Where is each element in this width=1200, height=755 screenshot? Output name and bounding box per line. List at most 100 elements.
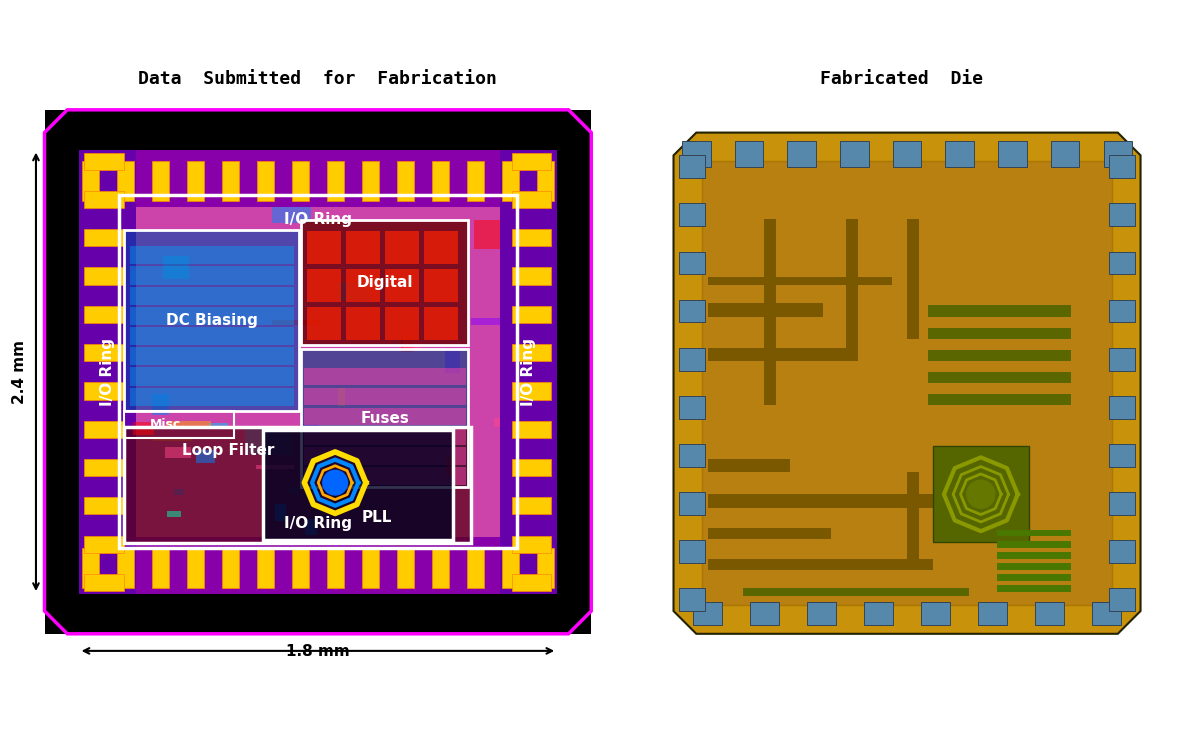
Bar xyxy=(864,602,893,625)
Bar xyxy=(84,459,125,476)
Bar xyxy=(263,430,454,540)
Bar xyxy=(397,548,414,588)
Bar xyxy=(163,256,190,279)
Bar xyxy=(326,161,344,201)
Text: I/O Ring: I/O Ring xyxy=(521,337,536,405)
Bar xyxy=(494,418,500,427)
Bar xyxy=(151,548,169,588)
Bar xyxy=(301,220,468,345)
Bar xyxy=(946,141,974,167)
Bar xyxy=(196,450,216,463)
Bar xyxy=(130,307,294,325)
Bar xyxy=(511,191,552,208)
Bar xyxy=(694,602,722,625)
Bar xyxy=(84,498,125,514)
Bar xyxy=(304,388,466,405)
Bar xyxy=(79,537,557,594)
Bar xyxy=(708,495,934,507)
Bar xyxy=(336,282,368,300)
Bar xyxy=(385,231,419,263)
Bar xyxy=(1109,156,1135,178)
Bar xyxy=(302,424,319,435)
Bar xyxy=(997,575,1072,581)
Bar xyxy=(84,153,125,170)
Bar xyxy=(511,153,552,170)
Bar xyxy=(708,559,934,570)
Bar xyxy=(130,387,294,405)
Bar xyxy=(84,383,125,399)
Bar xyxy=(82,548,98,588)
Bar xyxy=(402,325,422,350)
Bar xyxy=(1109,300,1135,322)
Bar xyxy=(79,149,136,594)
Bar xyxy=(306,269,341,302)
Text: PLL: PLL xyxy=(362,510,392,525)
Bar xyxy=(538,161,554,201)
Bar xyxy=(385,269,419,302)
Bar xyxy=(846,219,858,361)
Bar xyxy=(928,306,1072,316)
Bar xyxy=(245,427,293,455)
Bar xyxy=(385,307,419,340)
Bar xyxy=(978,602,1007,625)
Bar xyxy=(708,459,790,472)
Bar xyxy=(708,528,830,538)
Circle shape xyxy=(323,470,348,495)
Bar xyxy=(1109,396,1135,418)
Bar xyxy=(84,536,125,553)
Bar xyxy=(511,306,552,323)
Bar xyxy=(1051,141,1079,167)
Bar xyxy=(432,161,449,201)
Bar xyxy=(511,536,552,553)
Bar xyxy=(152,394,169,414)
Bar xyxy=(301,349,468,488)
Bar xyxy=(304,427,466,445)
Polygon shape xyxy=(673,133,1140,633)
Bar xyxy=(304,368,466,386)
Bar xyxy=(130,267,294,285)
Bar xyxy=(275,504,286,521)
Bar xyxy=(84,344,125,361)
Text: 2.4 mm: 2.4 mm xyxy=(12,340,28,404)
Bar xyxy=(335,479,365,485)
Bar xyxy=(893,141,922,167)
Bar xyxy=(166,421,211,427)
Bar xyxy=(907,472,919,570)
Bar xyxy=(304,448,466,465)
Bar xyxy=(187,548,204,588)
Bar xyxy=(130,368,294,386)
Bar xyxy=(511,574,552,591)
Bar xyxy=(708,276,893,285)
Bar xyxy=(708,347,851,361)
Bar xyxy=(222,548,239,588)
Bar xyxy=(445,348,460,372)
Bar xyxy=(500,149,557,594)
Bar xyxy=(84,574,125,591)
Bar xyxy=(679,588,704,611)
Bar xyxy=(922,602,949,625)
Bar xyxy=(292,548,308,588)
Text: Loop Filter: Loop Filter xyxy=(182,442,275,458)
Bar xyxy=(679,396,704,418)
Bar xyxy=(362,548,379,588)
Bar xyxy=(997,530,1072,537)
Bar xyxy=(167,511,181,516)
Bar xyxy=(82,161,98,201)
Bar xyxy=(125,427,470,543)
Bar xyxy=(119,196,517,548)
Bar xyxy=(301,349,468,488)
Bar xyxy=(306,231,341,263)
Bar xyxy=(323,279,368,282)
Bar xyxy=(125,411,234,438)
Bar xyxy=(79,149,557,594)
Bar xyxy=(346,231,380,263)
Bar xyxy=(84,267,125,285)
Bar xyxy=(1109,492,1135,515)
Bar xyxy=(702,161,1112,606)
Bar xyxy=(326,548,344,588)
Bar xyxy=(133,421,154,435)
Bar xyxy=(154,438,192,442)
Bar xyxy=(708,304,822,316)
Bar xyxy=(424,307,458,340)
Bar xyxy=(511,459,552,476)
